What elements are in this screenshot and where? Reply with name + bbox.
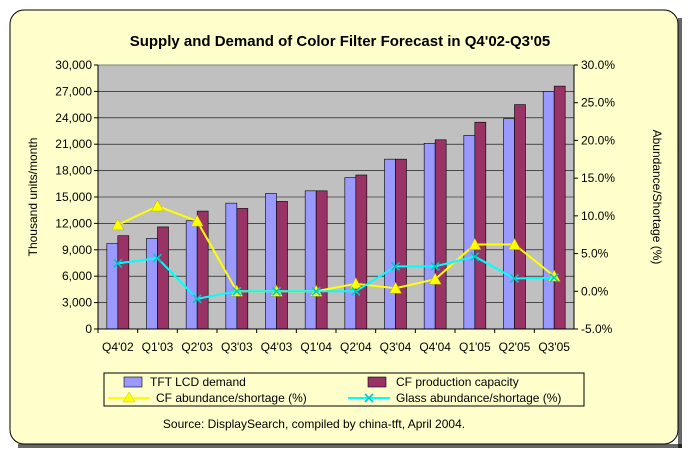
bar-cf-capacity xyxy=(553,85,566,330)
point-cf-abundance xyxy=(508,237,521,250)
legend-label-glass-abundance: Glass abundance/shortage (%) xyxy=(396,391,561,405)
legend-swatch-tft xyxy=(123,376,143,388)
y2-tick-label: -5.0% xyxy=(581,322,613,336)
y-tick-label: 21,000 xyxy=(55,137,92,151)
x-tick-label: Q4'04 xyxy=(419,340,451,354)
x-tick-label: Q2'03 xyxy=(181,340,213,354)
y-tick-label: 27,000 xyxy=(55,84,92,98)
bar-tft-demand xyxy=(265,193,277,330)
y2-tick-label: 5.0% xyxy=(581,247,609,261)
bar-tft-demand xyxy=(423,143,436,330)
point-glass-abundance xyxy=(311,286,321,296)
bar-cf-capacity xyxy=(355,174,368,330)
bar-tft-demand xyxy=(503,118,515,330)
chart-title: Supply and Demand of Color Filter Foreca… xyxy=(130,33,551,50)
point-cf-abundance xyxy=(389,281,402,294)
y2-tick-label: 25.0% xyxy=(581,96,615,110)
point-glass-abundance xyxy=(390,261,401,271)
x-tick-label: Q3'05 xyxy=(538,340,570,354)
y-tick-label: 18,000 xyxy=(55,164,92,178)
y-axis-label: Thousand units/month xyxy=(26,138,40,257)
point-glass-abundance xyxy=(549,273,559,283)
bar-tft-demand xyxy=(225,202,238,330)
point-glass-abundance xyxy=(509,273,520,284)
y-tick-label: 12,000 xyxy=(55,216,92,230)
bar-cf-capacity xyxy=(196,210,209,330)
y-tick-label: 15,000 xyxy=(55,190,92,204)
legend-swatch-cf xyxy=(367,376,387,388)
legend-box xyxy=(103,372,585,407)
bar-tft-demand xyxy=(185,220,198,330)
bar-tft-demand xyxy=(542,91,555,330)
legend-label-tft: TFT LCD demand xyxy=(150,375,246,389)
y-tick-label: 0 xyxy=(85,322,92,336)
bar-cf-capacity xyxy=(514,104,526,330)
bar-tft-demand xyxy=(384,158,396,330)
point-cf-abundance xyxy=(349,277,363,289)
legend-label-cf: CF production capacity xyxy=(396,375,519,389)
legend-marker-glass-abundance xyxy=(364,393,374,403)
axes: 0 3,000 6,000 9,000 12,000 15,000 18,000 21,000… xyxy=(55,58,615,354)
x-tick-label: Q3'04 xyxy=(380,340,412,354)
y-tick-label: 9,000 xyxy=(62,243,92,257)
bar-tft-demand xyxy=(463,135,476,330)
line-glass-abundance xyxy=(117,255,555,300)
point-glass-abundance xyxy=(470,252,480,262)
bar-tft-demand xyxy=(106,243,119,330)
point-glass-abundance xyxy=(351,286,361,296)
point-glass-abundance xyxy=(192,294,202,304)
chart-shadow xyxy=(678,18,682,448)
line-series xyxy=(111,199,561,304)
point-glass-abundance xyxy=(430,261,440,271)
x-tick-label: Q2'04 xyxy=(340,340,372,354)
y2-tick-label: 30.0% xyxy=(581,58,615,72)
legend-marker-cf-abundance xyxy=(122,391,136,403)
point-glass-abundance xyxy=(113,258,123,268)
x-tick-label: Q4'03 xyxy=(261,340,293,354)
bar-cf-capacity xyxy=(276,201,288,330)
legend-label-cf-abundance: CF abundance/shortage (%) xyxy=(156,391,307,405)
legend: TFT LCD demand CF production capacity CF… xyxy=(103,372,585,407)
y-tick-label: 24,000 xyxy=(55,111,92,125)
point-cf-abundance xyxy=(190,214,204,227)
bar-cf-capacity xyxy=(236,208,249,330)
x-tick-label: Q2'05 xyxy=(499,340,531,354)
x-tick-label: Q1'05 xyxy=(459,340,491,354)
bar-cf-capacity xyxy=(117,235,130,330)
bar-cf-capacity xyxy=(157,226,169,330)
bar-cf-capacity xyxy=(474,121,487,330)
y2-tick-label: 0.0% xyxy=(581,284,609,298)
y-tick-label: 6,000 xyxy=(62,269,92,283)
bar-tft-demand xyxy=(304,190,317,330)
point-cf-abundance xyxy=(468,237,482,250)
point-glass-abundance xyxy=(152,253,163,263)
chart-shadow-bottom xyxy=(18,444,682,448)
bar-cf-capacity xyxy=(434,139,447,330)
point-glass-abundance xyxy=(232,286,242,296)
bar-tft-demand xyxy=(344,177,357,330)
line-cf-abundance xyxy=(117,204,555,293)
point-cf-abundance xyxy=(428,272,442,285)
bar-cf-capacity xyxy=(395,158,407,330)
y2-tick-label: 15.0% xyxy=(581,171,615,185)
y2-tick-label: 20.0% xyxy=(581,133,615,147)
bar-cf-capacity xyxy=(315,190,328,330)
x-tick-label: Q1'04 xyxy=(300,340,332,354)
y-tick-label: 3,000 xyxy=(62,296,92,310)
point-cf-abundance xyxy=(111,218,125,231)
x-tick-label: Q4'02 xyxy=(102,340,134,354)
y2-axis-label: Abundance/Shortage (%) xyxy=(650,130,664,265)
point-glass-abundance xyxy=(271,286,282,296)
gridlines xyxy=(98,91,574,303)
bar-tft-demand xyxy=(146,238,158,330)
x-tick-label: Q3'03 xyxy=(221,340,253,354)
y-tick-label: 30,000 xyxy=(55,58,92,72)
point-cf-abundance xyxy=(151,199,164,212)
source-note: Source: DisplaySearch, compiled by china… xyxy=(163,417,465,431)
y2-tick-label: 10.0% xyxy=(581,209,615,223)
x-tick-label: Q1'03 xyxy=(142,340,174,354)
